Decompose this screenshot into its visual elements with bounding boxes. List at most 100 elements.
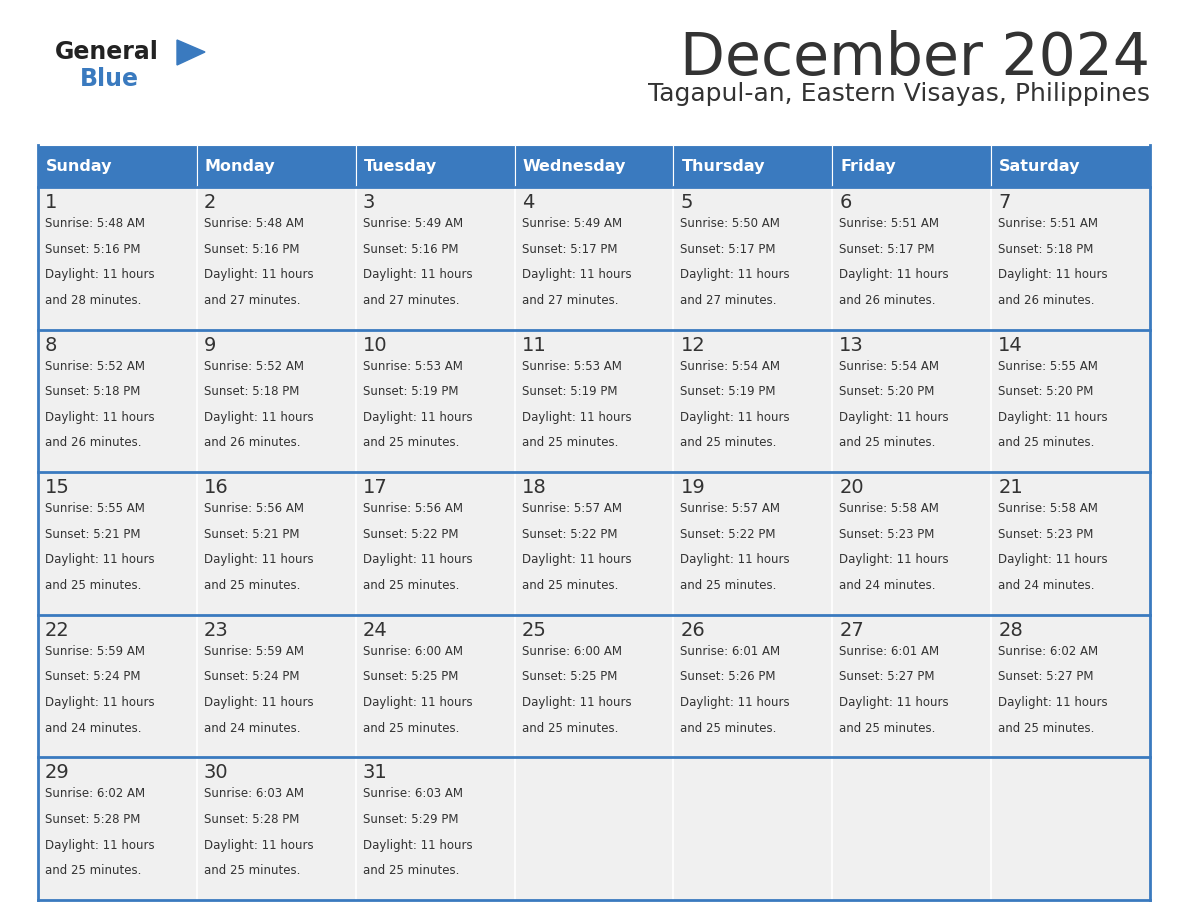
Text: Sunrise: 6:01 AM: Sunrise: 6:01 AM bbox=[839, 644, 940, 658]
Text: 12: 12 bbox=[681, 336, 706, 354]
Text: Daylight: 11 hours: Daylight: 11 hours bbox=[45, 696, 154, 709]
Text: Sunrise: 5:58 AM: Sunrise: 5:58 AM bbox=[998, 502, 1098, 515]
Bar bbox=[674, 615, 833, 757]
Text: and 24 minutes.: and 24 minutes. bbox=[204, 722, 301, 734]
Text: Daylight: 11 hours: Daylight: 11 hours bbox=[839, 411, 949, 424]
Text: Sunrise: 5:56 AM: Sunrise: 5:56 AM bbox=[362, 502, 462, 515]
Bar bbox=[197, 145, 355, 187]
Text: Tagapul-an, Eastern Visayas, Philippines: Tagapul-an, Eastern Visayas, Philippines bbox=[647, 82, 1150, 106]
Text: 4: 4 bbox=[522, 193, 533, 212]
Bar bbox=[991, 330, 1150, 472]
Text: Sunday: Sunday bbox=[46, 159, 113, 174]
Bar bbox=[38, 472, 197, 615]
Text: Sunset: 5:21 PM: Sunset: 5:21 PM bbox=[45, 528, 140, 541]
Text: and 28 minutes.: and 28 minutes. bbox=[45, 294, 141, 307]
Bar bbox=[355, 187, 514, 330]
Text: Daylight: 11 hours: Daylight: 11 hours bbox=[204, 554, 314, 566]
Bar bbox=[991, 187, 1150, 330]
Text: Sunset: 5:25 PM: Sunset: 5:25 PM bbox=[362, 670, 459, 683]
Text: Sunset: 5:26 PM: Sunset: 5:26 PM bbox=[681, 670, 776, 683]
Text: and 25 minutes.: and 25 minutes. bbox=[204, 579, 301, 592]
Bar bbox=[197, 187, 355, 330]
Bar bbox=[38, 615, 197, 757]
Text: Sunset: 5:27 PM: Sunset: 5:27 PM bbox=[839, 670, 935, 683]
Text: Sunset: 5:20 PM: Sunset: 5:20 PM bbox=[998, 386, 1093, 398]
Text: Sunrise: 5:53 AM: Sunrise: 5:53 AM bbox=[362, 360, 462, 373]
Text: 31: 31 bbox=[362, 764, 387, 782]
Text: Friday: Friday bbox=[840, 159, 896, 174]
Text: and 26 minutes.: and 26 minutes. bbox=[45, 436, 141, 450]
Bar bbox=[833, 145, 991, 187]
Text: Sunrise: 5:51 AM: Sunrise: 5:51 AM bbox=[839, 217, 940, 230]
Text: Tuesday: Tuesday bbox=[364, 159, 437, 174]
Text: and 25 minutes.: and 25 minutes. bbox=[45, 864, 141, 878]
Text: Daylight: 11 hours: Daylight: 11 hours bbox=[839, 696, 949, 709]
Text: 15: 15 bbox=[45, 478, 70, 498]
Text: Sunrise: 6:03 AM: Sunrise: 6:03 AM bbox=[204, 788, 304, 800]
Text: Daylight: 11 hours: Daylight: 11 hours bbox=[998, 411, 1107, 424]
Text: Sunrise: 6:00 AM: Sunrise: 6:00 AM bbox=[522, 644, 621, 658]
Text: Sunset: 5:17 PM: Sunset: 5:17 PM bbox=[681, 242, 776, 255]
Text: Sunrise: 5:54 AM: Sunrise: 5:54 AM bbox=[681, 360, 781, 373]
Text: and 26 minutes.: and 26 minutes. bbox=[839, 294, 936, 307]
Bar bbox=[674, 472, 833, 615]
Bar bbox=[991, 615, 1150, 757]
Text: Sunrise: 5:52 AM: Sunrise: 5:52 AM bbox=[204, 360, 304, 373]
Text: 2: 2 bbox=[204, 193, 216, 212]
Text: Daylight: 11 hours: Daylight: 11 hours bbox=[839, 554, 949, 566]
Text: Monday: Monday bbox=[204, 159, 276, 174]
Text: Sunset: 5:28 PM: Sunset: 5:28 PM bbox=[45, 813, 140, 826]
Text: Sunset: 5:23 PM: Sunset: 5:23 PM bbox=[839, 528, 935, 541]
Text: Sunrise: 5:48 AM: Sunrise: 5:48 AM bbox=[45, 217, 145, 230]
Text: and 27 minutes.: and 27 minutes. bbox=[522, 294, 618, 307]
Text: Sunrise: 5:50 AM: Sunrise: 5:50 AM bbox=[681, 217, 781, 230]
Text: Sunrise: 5:49 AM: Sunrise: 5:49 AM bbox=[522, 217, 621, 230]
Bar bbox=[833, 472, 991, 615]
Text: and 25 minutes.: and 25 minutes. bbox=[522, 579, 618, 592]
Bar bbox=[991, 757, 1150, 900]
Text: Daylight: 11 hours: Daylight: 11 hours bbox=[362, 268, 473, 281]
Text: General: General bbox=[55, 40, 159, 64]
Bar bbox=[991, 472, 1150, 615]
Text: Daylight: 11 hours: Daylight: 11 hours bbox=[204, 268, 314, 281]
Text: 27: 27 bbox=[839, 621, 864, 640]
Text: Sunrise: 5:52 AM: Sunrise: 5:52 AM bbox=[45, 360, 145, 373]
Text: 6: 6 bbox=[839, 193, 852, 212]
Bar bbox=[514, 187, 674, 330]
Bar bbox=[514, 330, 674, 472]
Text: Wednesday: Wednesday bbox=[523, 159, 626, 174]
Bar bbox=[355, 472, 514, 615]
Text: and 24 minutes.: and 24 minutes. bbox=[839, 579, 936, 592]
Text: Sunset: 5:28 PM: Sunset: 5:28 PM bbox=[204, 813, 299, 826]
Text: 16: 16 bbox=[204, 478, 228, 498]
Text: Daylight: 11 hours: Daylight: 11 hours bbox=[522, 268, 631, 281]
Text: and 25 minutes.: and 25 minutes. bbox=[681, 722, 777, 734]
Text: 8: 8 bbox=[45, 336, 57, 354]
Text: Sunrise: 5:55 AM: Sunrise: 5:55 AM bbox=[45, 502, 145, 515]
Text: Daylight: 11 hours: Daylight: 11 hours bbox=[522, 411, 631, 424]
Text: and 24 minutes.: and 24 minutes. bbox=[998, 579, 1094, 592]
Text: Sunrise: 6:02 AM: Sunrise: 6:02 AM bbox=[998, 644, 1098, 658]
Text: and 25 minutes.: and 25 minutes. bbox=[362, 436, 459, 450]
Bar bbox=[674, 187, 833, 330]
Text: Sunrise: 5:53 AM: Sunrise: 5:53 AM bbox=[522, 360, 621, 373]
Text: 14: 14 bbox=[998, 336, 1023, 354]
Bar bbox=[38, 330, 197, 472]
Text: Daylight: 11 hours: Daylight: 11 hours bbox=[998, 696, 1107, 709]
Text: and 26 minutes.: and 26 minutes. bbox=[998, 294, 1094, 307]
Bar bbox=[38, 187, 197, 330]
Text: and 25 minutes.: and 25 minutes. bbox=[681, 436, 777, 450]
Text: and 27 minutes.: and 27 minutes. bbox=[362, 294, 460, 307]
Text: December 2024: December 2024 bbox=[680, 30, 1150, 87]
Bar bbox=[833, 757, 991, 900]
Text: and 26 minutes.: and 26 minutes. bbox=[204, 436, 301, 450]
Text: Daylight: 11 hours: Daylight: 11 hours bbox=[362, 554, 473, 566]
Bar bbox=[197, 330, 355, 472]
Text: and 25 minutes.: and 25 minutes. bbox=[45, 579, 141, 592]
Text: Sunset: 5:16 PM: Sunset: 5:16 PM bbox=[45, 242, 140, 255]
Text: 28: 28 bbox=[998, 621, 1023, 640]
Text: Sunset: 5:22 PM: Sunset: 5:22 PM bbox=[522, 528, 617, 541]
Text: Sunrise: 5:54 AM: Sunrise: 5:54 AM bbox=[839, 360, 940, 373]
Text: Sunset: 5:21 PM: Sunset: 5:21 PM bbox=[204, 528, 299, 541]
Bar bbox=[833, 330, 991, 472]
